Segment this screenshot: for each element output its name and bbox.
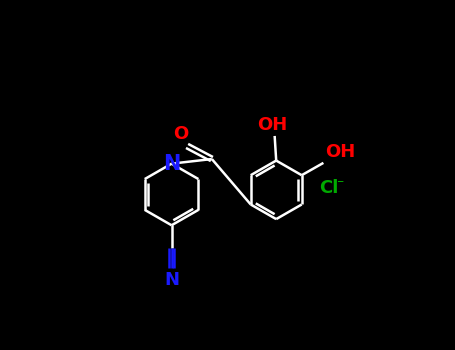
Text: N: N xyxy=(164,271,179,289)
Text: ⁻: ⁻ xyxy=(336,177,343,191)
Text: N: N xyxy=(163,154,180,174)
Text: Cl: Cl xyxy=(319,179,338,197)
Text: OH: OH xyxy=(257,116,288,134)
Text: O: O xyxy=(173,125,188,143)
Text: OH: OH xyxy=(325,144,355,161)
